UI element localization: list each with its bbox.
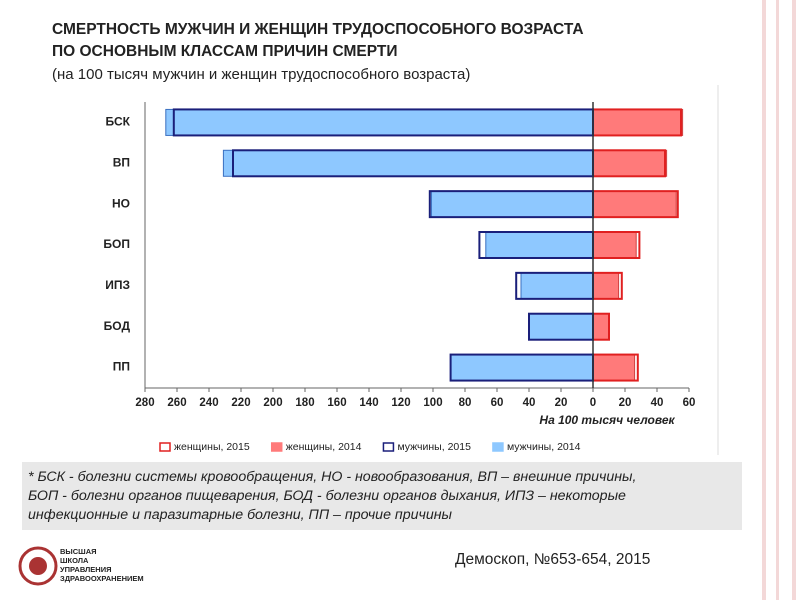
legend-label: женщины, 2014 (286, 441, 362, 453)
logo-text: УПРАВЛЕНИЯ (60, 565, 112, 574)
category-label: НО (112, 196, 130, 210)
logo-text: ВЫСШАЯ (60, 547, 97, 556)
legend-label: женщины, 2015 (174, 441, 250, 453)
x-tick-label: 60 (683, 397, 696, 409)
legend-swatch (382, 442, 395, 452)
chart: 280 260 240 220 200 180 160 140 120 100 80 60 40 20 0 2… (103, 102, 695, 453)
bar (592, 231, 637, 259)
x-tick-label: 260 (167, 397, 186, 409)
bar (450, 354, 594, 382)
logo-emblem (29, 557, 47, 575)
bar (165, 108, 594, 136)
bar (592, 272, 620, 300)
bar (592, 313, 610, 341)
category-label: ВП (113, 155, 130, 169)
legend-swatch (270, 442, 283, 452)
x-tick-label: 280 (135, 397, 154, 409)
bar (222, 149, 594, 177)
category-label: БОП (103, 237, 130, 251)
source: Демоскоп, №653-654, 2015 (455, 551, 650, 568)
bar (485, 231, 594, 259)
bar (592, 108, 684, 136)
x-tick-label: 120 (391, 397, 410, 409)
bar (528, 313, 594, 341)
x-tick-label: 220 (231, 397, 250, 409)
category-label: ПП (113, 360, 130, 374)
x-tick-label: 140 (359, 397, 378, 409)
category-label: ИПЗ (105, 278, 130, 292)
bar (520, 272, 594, 300)
x-tick-label: 40 (523, 397, 536, 409)
deco-stripe (762, 0, 766, 600)
logo-text: ЗДРАВООХРАНЕНИЕМ (60, 574, 144, 583)
x-tick-label: 20 (619, 397, 632, 409)
footnote-box (22, 462, 742, 530)
logo-emblem (18, 546, 58, 586)
bar (592, 354, 636, 382)
category-label: БСК (106, 115, 131, 129)
title: СМЕРТНОСТЬ МУЖЧИН И ЖЕНЩИН ТРУДОСПОСОБНО… (52, 21, 584, 38)
subtitle: (на 100 тысяч мужчин и женщин трудоспосо… (52, 66, 470, 83)
footnote: БОП - болезни органов пищеварения, БОД -… (28, 488, 626, 504)
x-tick-label: 20 (555, 397, 568, 409)
category-label: БОД (104, 319, 131, 333)
legend-label: мужчины, 2015 (397, 441, 471, 453)
x-tick-label: 40 (651, 397, 664, 409)
x-tick-label: 80 (459, 397, 472, 409)
legend-label: мужчины, 2014 (507, 441, 581, 453)
x-tick-label: 60 (491, 397, 504, 409)
logo-text: ШКОЛА (60, 556, 89, 565)
legend-swatch (492, 442, 504, 452)
legend-swatch (159, 442, 171, 452)
title: ПО ОСНОВНЫМ КЛАССАМ ПРИЧИН СМЕРТИ (52, 43, 397, 60)
x-tick-label: 0 (590, 397, 596, 409)
x-tick-label: 200 (263, 397, 282, 409)
deco-stripe (792, 0, 796, 600)
x-tick-label: 180 (295, 397, 314, 409)
bar (592, 190, 677, 218)
deco-stripe (776, 0, 779, 600)
footnote: * БСК - болезни системы кровообращения, … (28, 469, 636, 485)
x-tick-label: 160 (327, 397, 346, 409)
x-axis-label: На 100 тысяч человек (539, 413, 675, 427)
x-tick-label: 240 (199, 397, 218, 409)
footnote: инфекционные и паразитарные болезни, ПП … (28, 507, 453, 523)
bar (592, 149, 668, 177)
bar (430, 190, 594, 218)
x-tick-label: 100 (423, 397, 442, 409)
